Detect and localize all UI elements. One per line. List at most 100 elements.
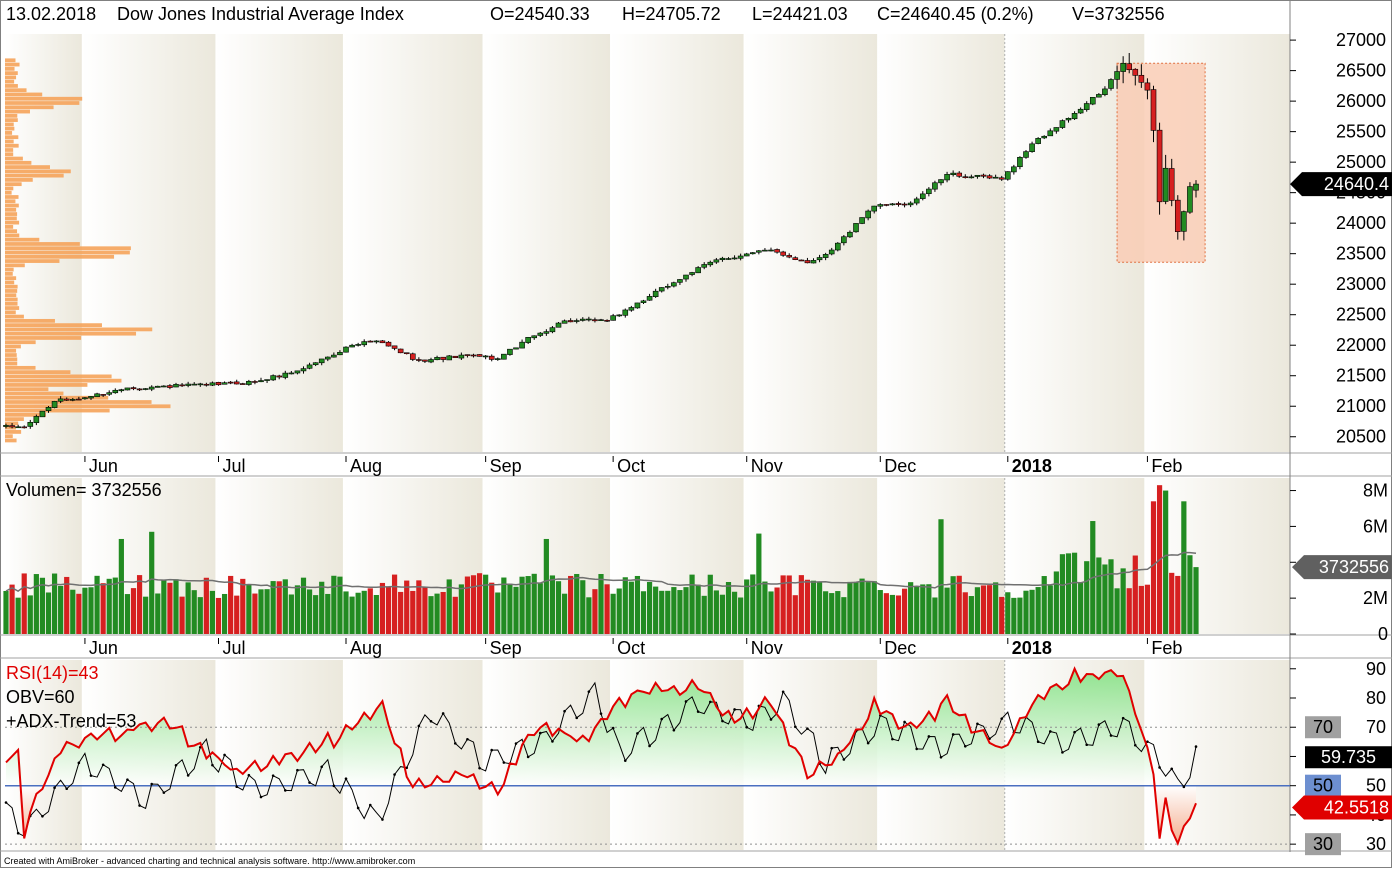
obv-point (126, 778, 129, 781)
volume-bar (16, 598, 21, 634)
volume-profile-bar (5, 152, 13, 156)
price-tick-label: 27000 (1336, 30, 1386, 50)
candle (671, 283, 676, 286)
obv-point (357, 807, 360, 810)
candle (932, 183, 937, 189)
candle (337, 352, 342, 354)
candle (374, 341, 379, 342)
candle (550, 328, 555, 332)
volume-profile-bar (5, 246, 131, 250)
volume-bar (483, 575, 488, 634)
candle (40, 411, 45, 417)
obv-point (1000, 717, 1003, 720)
candle (1096, 94, 1101, 97)
candle (489, 356, 494, 359)
obv-point (320, 765, 323, 768)
volume-bar (374, 595, 379, 634)
volume-profile-bar (5, 281, 14, 285)
candle (1030, 144, 1035, 152)
obv-point (673, 729, 676, 732)
candle (586, 319, 591, 320)
volume-bar (131, 588, 136, 634)
volume-bar (1133, 556, 1138, 634)
volume-bar (617, 589, 622, 634)
volume-bar (1048, 585, 1053, 634)
month-label: Jun (89, 638, 118, 658)
volume-bar (574, 574, 579, 634)
month-label: Jul (223, 456, 246, 476)
candle (993, 177, 998, 178)
obv-point (794, 725, 797, 728)
price-tick-label: 21000 (1336, 396, 1386, 416)
volume-profile-bar (5, 212, 17, 216)
volume-profile-bar (5, 366, 36, 370)
volume-profile-bar (5, 195, 19, 199)
volume-bar (192, 590, 197, 634)
volume-profile-bar (5, 362, 17, 366)
volume-bar (774, 587, 779, 634)
candle (1011, 167, 1016, 172)
month-label: Jun (89, 456, 118, 476)
volume-profile-bar (5, 127, 14, 131)
candle (89, 396, 94, 398)
volume-bar (629, 582, 634, 634)
volume-bar (76, 594, 81, 634)
candle (1024, 152, 1029, 158)
volume-bar (720, 595, 725, 634)
candle (1072, 113, 1077, 118)
volume-bar (501, 578, 506, 634)
header-open: O=24540.33 (490, 4, 590, 24)
candle (762, 250, 767, 251)
month-label: Aug (350, 638, 382, 658)
obv-point (1098, 723, 1101, 726)
volume-bar (137, 575, 142, 634)
candle (483, 356, 488, 357)
obv-point (1158, 766, 1161, 769)
candle (204, 384, 209, 385)
candle (890, 204, 895, 205)
volume-bar (914, 587, 919, 634)
obv-point (78, 762, 81, 765)
candle (647, 296, 652, 300)
volume-bar (908, 582, 913, 634)
obv-point (150, 783, 153, 786)
volume-bar (1163, 491, 1168, 634)
volume-bar (319, 582, 324, 634)
obv-point (393, 773, 396, 776)
candle (1145, 83, 1150, 90)
candle (514, 348, 519, 349)
volume-bar (507, 584, 512, 634)
volume-profile-bar (5, 306, 19, 310)
volume-bar (823, 591, 828, 634)
candle (10, 426, 15, 427)
candle (501, 354, 506, 359)
candle (732, 258, 737, 259)
candle (702, 264, 707, 267)
candle (155, 386, 160, 387)
candle (866, 211, 871, 218)
volume-profile-bar (5, 178, 33, 182)
obv-point (333, 785, 336, 788)
candle (125, 388, 130, 390)
volume-profile-bar (5, 67, 15, 71)
candle (562, 321, 567, 323)
candle (556, 323, 561, 327)
candle (999, 178, 1004, 179)
candle (1090, 97, 1095, 104)
candle (131, 388, 136, 389)
volume-bar (34, 574, 39, 634)
volume-profile-bar (5, 229, 17, 233)
volume-bar (829, 593, 834, 634)
obv-point (648, 745, 651, 748)
price-tick-label: 20500 (1336, 427, 1386, 447)
volume-bar (999, 597, 1004, 634)
volume-bar (969, 596, 974, 634)
volume-bar (963, 592, 968, 634)
month-label: Jul (223, 638, 246, 658)
volume-bar (173, 579, 178, 634)
volume-bar (489, 583, 494, 634)
volume-bar (228, 576, 233, 634)
volume-profile-bar (5, 336, 81, 340)
candle (568, 320, 573, 321)
candle (22, 427, 27, 428)
